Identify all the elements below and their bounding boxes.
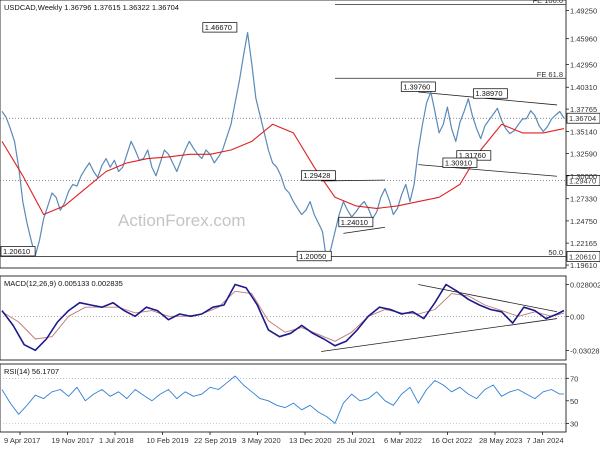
x-tick-label: 25 Jul 2021 [337, 436, 376, 445]
macd-y-tick-label: 0.028002 [570, 281, 600, 290]
annotation-label: 1.20610 [3, 247, 30, 256]
level-label: FE 61.8 [537, 70, 563, 79]
level-value: 1.29470 [569, 176, 596, 185]
price-y-tick-label: 1.45960 [570, 35, 597, 44]
price-y-tick-label: 1.35140 [570, 128, 597, 137]
price-pane [0, 0, 567, 269]
rsi-series [0, 375, 566, 424]
x-tick-label: 7 Jan 2024 [527, 436, 564, 445]
annotation-label: 1.39760 [403, 82, 430, 91]
level-value: 1.20610 [569, 252, 596, 261]
x-tick-label: 10 Feb 2019 [147, 436, 189, 445]
annotation-label: 1.30910 [445, 158, 472, 167]
annotation-box [0, 246, 36, 257]
trend-line [343, 226, 386, 234]
annotation-label: 1.24010 [341, 218, 368, 227]
rsi-header: RSI(14) 56.1707 [4, 367, 59, 376]
macd-pane [0, 275, 567, 361]
x-tick-label: 16 Oct 2022 [432, 436, 473, 445]
x-tick-label: 13 Dec 2020 [289, 436, 332, 445]
price-y-tick-label: 1.27330 [570, 195, 597, 204]
annotation-box [296, 250, 332, 262]
price-y-tick-label: 1.42950 [570, 61, 597, 70]
watermark: ActionForex.com [118, 211, 246, 230]
macd-trend-line [418, 284, 558, 313]
level-box [566, 112, 600, 124]
macd-signal-line [1, 290, 565, 342]
rsi-y-tick-label: 30 [570, 419, 578, 428]
annotation-label: 1.38970 [475, 89, 502, 98]
trend-line [418, 164, 558, 177]
macd-header: MACD(12,26,9) 0.005133 0.002835 [4, 279, 123, 288]
rsi-y-tick-label: 70 [570, 374, 578, 383]
rsi-line [1, 375, 565, 424]
level-label: FE 100.0 [533, 0, 563, 5]
level-box [566, 251, 600, 262]
price-y-tick-label: 1.30000 [570, 172, 597, 181]
axes: 1.36704 1.29470 1.20610 1.49250 1.45960 1.429… [4, 6, 600, 445]
annotation-box [400, 81, 436, 92]
annotation-box [442, 157, 478, 168]
annotation-label: 1.31760 [459, 151, 486, 160]
level-label: 50.0 [548, 248, 563, 257]
x-tick-label: 22 Sep 2019 [194, 436, 237, 445]
macd-line [1, 283, 565, 352]
price-y-tick-label: 1.49250 [570, 6, 597, 15]
trend-line [321, 179, 385, 182]
annotation-box [473, 88, 508, 99]
x-tick-label: 1 Jul 2018 [99, 436, 134, 445]
price-line [1, 31, 565, 262]
macd-y-tick-label: -0.030286 [570, 347, 600, 356]
level-box [566, 175, 600, 186]
price-y-tick-label: 1.32590 [570, 150, 597, 159]
price-y-tick-label: 1.40310 [570, 83, 597, 92]
price-y-tick-label: 1.22165 [570, 239, 597, 248]
rsi-pane [0, 363, 567, 433]
x-tick-label: 6 Mar 2022 [384, 436, 422, 445]
annotation-label: 1.29428 [303, 171, 330, 180]
x-tick-label: 28 May 2023 [479, 436, 522, 445]
macd-y-tick-label: 0.00 [570, 312, 585, 321]
x-tick-label: 9 Apr 2017 [4, 436, 40, 445]
annotation-label: 1.46670 [205, 23, 232, 32]
price-header: USDCAD,Weekly 1.36796 1.37615 1.36322 1.… [4, 3, 179, 12]
x-tick-label: 19 Nov 2017 [52, 436, 95, 445]
price-y-tick-label: 1.37765 [570, 105, 597, 114]
annotation-label: 1.20050 [299, 252, 326, 261]
annotation-box [300, 170, 336, 181]
price-y-tick-label: 1.19610 [570, 261, 597, 270]
price-y-tick-label: 1.24750 [570, 217, 597, 226]
annotation-box [202, 22, 238, 33]
rsi-y-tick-label: 50 [570, 397, 578, 406]
level-value: 1.36704 [569, 114, 596, 123]
macd-series [0, 283, 566, 352]
macd-trend-line [321, 318, 558, 352]
annotation-box [338, 216, 374, 228]
annotations: 1.46670 1.39760 1.38970 1.29428 1.317601.309… [0, 22, 508, 262]
x-tick-label: 3 May 2020 [242, 436, 281, 445]
